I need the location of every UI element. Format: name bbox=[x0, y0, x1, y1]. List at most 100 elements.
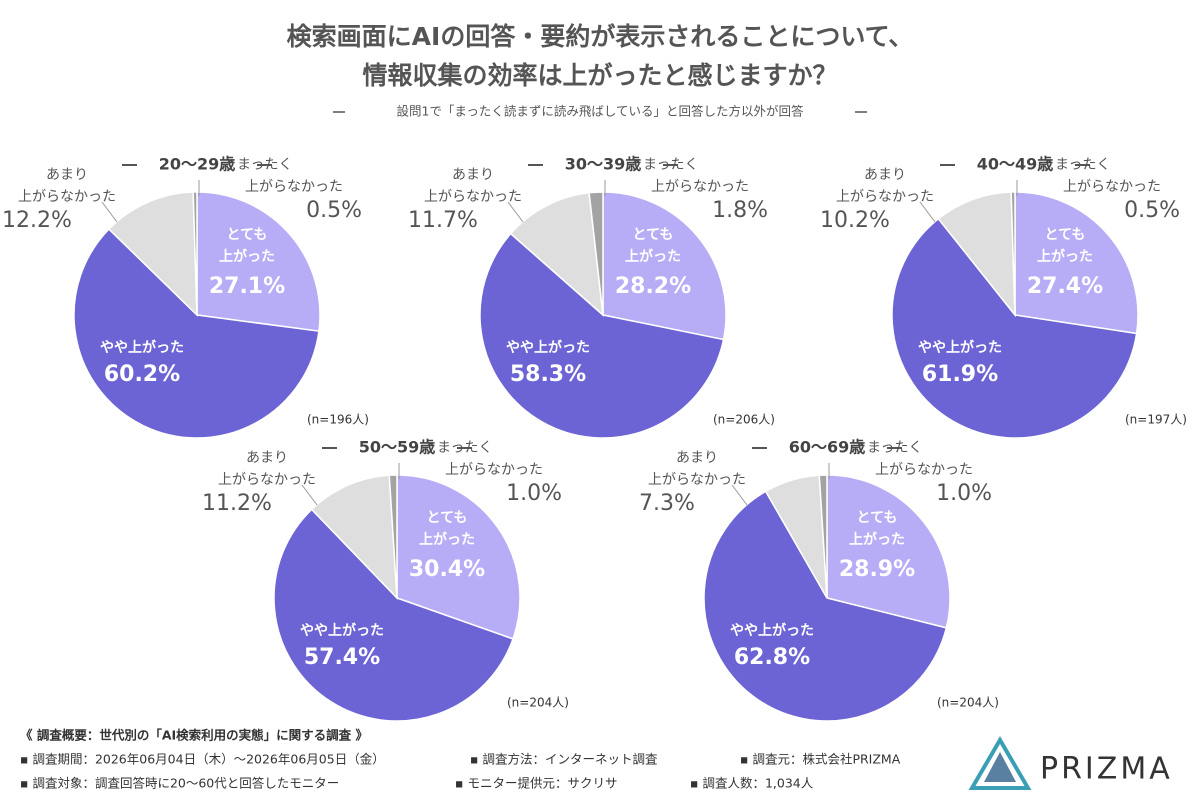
slice-label: とても bbox=[227, 227, 268, 243]
slice-label: 上がらなかった bbox=[424, 189, 522, 205]
pie-slice bbox=[937, 191, 1016, 318]
pie-slice bbox=[588, 191, 604, 316]
slice-label: 上がった bbox=[849, 531, 905, 548]
slice-label: まったく bbox=[867, 440, 922, 456]
pie-title: 30〜39歳 bbox=[565, 155, 642, 174]
pie-slice bbox=[479, 232, 725, 439]
slice-label: まったく bbox=[437, 440, 492, 456]
pie-title: 60〜69歳 bbox=[789, 438, 866, 457]
value-label: 1.0% bbox=[506, 481, 562, 506]
slice-label: 上がらなかった bbox=[218, 472, 316, 488]
value-label: 10.2% bbox=[820, 208, 890, 233]
slice-label: まったく bbox=[643, 157, 698, 173]
leader-line bbox=[507, 201, 524, 223]
pie-title: 50〜59歳 bbox=[359, 438, 436, 457]
value-label: 61.9% bbox=[922, 362, 998, 387]
pie-slice bbox=[602, 191, 727, 341]
sample-size: (n=196人) bbox=[307, 413, 369, 427]
footer-text: 《 調査概要：世代別の「AI検索利用の実態」に関する調査 》 bbox=[20, 728, 368, 743]
value-label: 12.2% bbox=[2, 208, 72, 233]
slice-label: あまり bbox=[676, 450, 718, 466]
value-label: 1.0% bbox=[936, 481, 992, 506]
slice-label: 上がらなかった bbox=[245, 179, 343, 195]
slice-label: 上がらなかった bbox=[445, 462, 543, 478]
slice-label: 上がらなかった bbox=[651, 179, 749, 195]
slice-label: あまり bbox=[452, 167, 494, 183]
logo: PRIZMA bbox=[968, 736, 1173, 790]
pie-slice bbox=[509, 191, 604, 317]
slice-label: 上がらなかった bbox=[836, 189, 934, 205]
value-label: 27.1% bbox=[209, 274, 285, 299]
value-label: 0.5% bbox=[1124, 198, 1180, 223]
title-line: 検索画面にAIの回答・要約が表示されることについて、 bbox=[287, 22, 914, 51]
logo-text: PRIZMA bbox=[1040, 752, 1173, 787]
sample-size: (n=197人) bbox=[1125, 413, 1187, 427]
slice-label: 上がらなかった bbox=[648, 472, 746, 488]
value-label: 11.2% bbox=[202, 491, 272, 516]
slice-label: 上がらなかった bbox=[1063, 179, 1161, 195]
pie-slice bbox=[388, 474, 398, 599]
logo-icon bbox=[968, 736, 1032, 790]
slice-label: 上がった bbox=[625, 248, 681, 265]
pie-slice bbox=[107, 191, 198, 317]
slice-label: とても bbox=[1045, 227, 1086, 243]
subtitle: 設問1で「まったく読まずに読み飛ばしている」と回答した方以外が回答 bbox=[396, 104, 804, 119]
slice-label: 上がった bbox=[419, 531, 475, 548]
pie-title: 20〜29歳 bbox=[159, 155, 236, 174]
leader-line bbox=[731, 484, 748, 506]
slice-label: やや上がった bbox=[918, 339, 1002, 356]
pie-slice bbox=[818, 474, 828, 599]
value-label: 1.8% bbox=[712, 198, 768, 223]
footer-text: ▪ 調査元：株式会社PRIZMA bbox=[740, 752, 901, 767]
slice-label: まったく bbox=[237, 157, 292, 173]
value-label: 0.5% bbox=[306, 198, 362, 223]
slice-label: やや上がった bbox=[506, 339, 590, 356]
pie-slice bbox=[703, 490, 948, 722]
slice-label: まったく bbox=[1055, 157, 1110, 173]
slice-label: とても bbox=[633, 227, 674, 243]
footer-text: ▪ モニター提供元：サクリサ bbox=[455, 776, 617, 791]
pie-slice bbox=[1014, 191, 1139, 335]
slice-label: 上がった bbox=[219, 248, 275, 265]
sample-size: (n=204人) bbox=[937, 696, 999, 710]
slice-label: やや上がった bbox=[300, 622, 384, 639]
leader-line bbox=[101, 201, 118, 223]
value-label: 27.4% bbox=[1027, 274, 1103, 299]
slice-label: とても bbox=[427, 510, 468, 526]
value-label: 60.2% bbox=[104, 362, 180, 387]
pie-slice bbox=[196, 191, 321, 333]
footer-text: ▪ 調査人数：1,034人 bbox=[690, 776, 814, 791]
pie-slice bbox=[826, 474, 951, 629]
leader-line bbox=[301, 484, 318, 506]
value-label: 57.4% bbox=[304, 645, 380, 670]
pie-slice bbox=[1010, 191, 1016, 316]
value-label: 28.9% bbox=[839, 557, 915, 582]
value-label: 62.8% bbox=[734, 645, 810, 670]
slice-label: やや上がった bbox=[100, 339, 184, 356]
title-line: 情報収集の効率は上がったと感じますか？ bbox=[362, 61, 837, 90]
value-label: 30.4% bbox=[409, 557, 485, 582]
footer-text: ▪ 調査対象：調査回答時に20〜60代と回答したモニター bbox=[20, 776, 339, 791]
slice-label: やや上がった bbox=[730, 622, 814, 639]
pie-slice bbox=[310, 474, 398, 600]
slice-label: あまり bbox=[46, 167, 88, 183]
pie-slice bbox=[273, 508, 514, 722]
footer-text: ▪ 調査方法：インターネット調査 bbox=[470, 752, 658, 767]
slice-label: とても bbox=[857, 510, 898, 526]
logo-icon bbox=[984, 752, 1016, 782]
value-label: 58.3% bbox=[510, 362, 586, 387]
pie-slice bbox=[73, 228, 320, 439]
slice-label: 上がらなかった bbox=[18, 189, 116, 205]
slice-label: あまり bbox=[246, 450, 288, 466]
value-label: 28.2% bbox=[615, 274, 691, 299]
pie-title: 40〜49歳 bbox=[977, 155, 1054, 174]
value-label: 11.7% bbox=[408, 208, 478, 233]
leader-line bbox=[919, 201, 936, 223]
pie-slice bbox=[891, 217, 1138, 439]
pie-slice bbox=[396, 474, 521, 640]
